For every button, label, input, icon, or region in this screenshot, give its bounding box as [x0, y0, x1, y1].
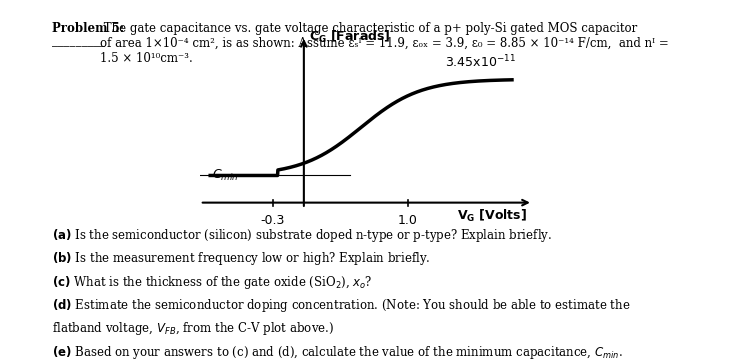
Text: $\mathbf{(a)}$ Is the semiconductor (silicon) substrate doped n-type or p-type? : $\mathbf{(a)}$ Is the semiconductor (sil… — [52, 227, 552, 244]
Text: _________: _________ — [52, 34, 104, 47]
Text: 3.45x10$^{-11}$: 3.45x10$^{-11}$ — [445, 54, 517, 71]
Text: $\mathbf{(b)}$ Is the measurement frequency low or high? Explain briefly.: $\mathbf{(b)}$ Is the measurement freque… — [52, 250, 430, 267]
Text: $\mathbf{(c)}$ What is the thickness of the gate oxide (SiO$_2$), $x_o$?: $\mathbf{(c)}$ What is the thickness of … — [52, 274, 372, 291]
Text: $\mathbf{V_G}$ [Volts]: $\mathbf{V_G}$ [Volts] — [457, 208, 528, 224]
Text: $\mathbf{(e)}$ Based on your answers to (c) and (d), calculate the value of the : $\mathbf{(e)}$ Based on your answers to … — [52, 344, 623, 360]
Text: $\mathbf{C_G}$ [Farads]: $\mathbf{C_G}$ [Farads] — [309, 28, 391, 45]
Text: $C_{min}$: $C_{min}$ — [212, 168, 239, 183]
Text: Problem 5:: Problem 5: — [52, 22, 124, 35]
Text: 1.0: 1.0 — [398, 214, 418, 227]
Text: -0.3: -0.3 — [260, 214, 285, 227]
Text: flatband voltage, $V_{FB}$, from the C-V plot above.): flatband voltage, $V_{FB}$, from the C-V… — [52, 320, 334, 337]
Text: The gate capacitance vs. gate voltage characteristic of a p+ poly-Si gated MOS c: The gate capacitance vs. gate voltage ch… — [100, 22, 669, 64]
Text: $\mathbf{(d)}$ Estimate the semiconductor doping concentration. (Note: You shoul: $\mathbf{(d)}$ Estimate the semiconducto… — [52, 297, 630, 314]
